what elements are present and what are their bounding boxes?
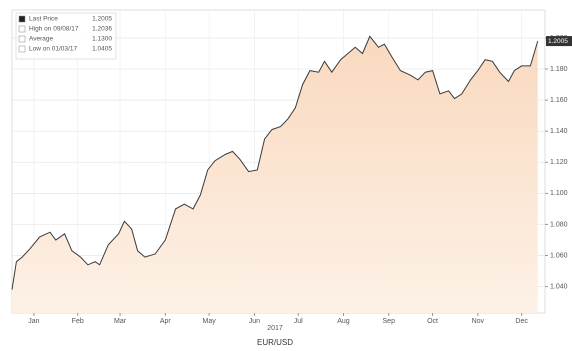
legend-swatch (18, 35, 26, 43)
last-price-tag-label: 1.2005 (548, 38, 568, 45)
x-tick-label: Mar (114, 318, 127, 325)
legend-label: Last Price (29, 16, 58, 23)
legend-swatch (18, 25, 26, 33)
legend-swatch (18, 15, 26, 23)
x-tick-label: Jun (249, 318, 260, 325)
y-tick-label: 1.120 (550, 159, 568, 166)
y-tick-label: 1.060 (550, 252, 568, 259)
last-price-tag (546, 36, 572, 47)
y-tick-label: 1.180 (550, 66, 568, 73)
area (12, 36, 538, 314)
x-axis-label: 2017 (267, 325, 283, 332)
legend-label: High on 09/08/17 (29, 26, 79, 33)
chart-title: EUR/USD (257, 338, 293, 347)
x-tick-label: Jan (28, 318, 39, 325)
legend-value: 1.2036 (92, 26, 112, 33)
legend-value: 1.2005 (92, 16, 112, 23)
y-tick-label: 1.080 (550, 221, 568, 228)
x-tick-label: Aug (337, 318, 350, 325)
x-tick-label: Nov (472, 318, 485, 325)
x-tick-label: Feb (72, 318, 84, 325)
x-tick-label: Jul (294, 318, 303, 325)
x-tick-label: Sep (383, 318, 396, 325)
legend-value: 1.1300 (92, 36, 112, 43)
legend-swatch (18, 45, 26, 53)
x-tick-label: Apr (160, 318, 172, 325)
y-tick-label: 1.140 (550, 128, 568, 135)
legend-label: Average (29, 36, 53, 43)
x-tick-label: Oct (427, 318, 438, 325)
x-tick-label: May (203, 318, 217, 325)
y-tick-label: 1.160 (550, 97, 568, 104)
legend-box (15, 12, 117, 60)
legend: Last Price 1.2005 High on 09/08/17 1.2036 Av… (15, 12, 117, 60)
y-tick-label: 1.040 (550, 283, 568, 290)
line (11, 35, 539, 290)
y-tick-label: 1.100 (550, 190, 568, 197)
legend-value: 1.0405 (92, 46, 112, 53)
x-tick-label: Dec (515, 318, 528, 325)
legend-label: Low on 01/03/17 (29, 46, 77, 53)
